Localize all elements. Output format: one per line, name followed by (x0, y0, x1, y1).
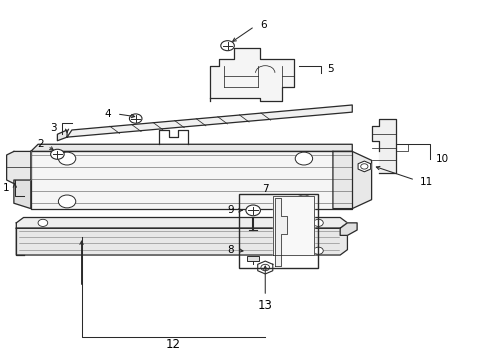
Polygon shape (209, 48, 294, 102)
Polygon shape (257, 261, 272, 274)
Text: 12: 12 (165, 338, 181, 351)
Text: 6: 6 (260, 19, 266, 30)
Circle shape (129, 114, 142, 123)
Text: 4: 4 (104, 109, 111, 119)
Polygon shape (274, 198, 286, 266)
Circle shape (313, 219, 323, 226)
Circle shape (295, 152, 312, 165)
Text: 7: 7 (262, 184, 268, 194)
Text: 10: 10 (435, 154, 448, 163)
Polygon shape (16, 217, 346, 228)
Polygon shape (57, 130, 67, 141)
Circle shape (51, 149, 64, 159)
Polygon shape (31, 152, 351, 208)
Circle shape (58, 195, 76, 208)
Circle shape (58, 152, 76, 165)
Polygon shape (332, 152, 371, 208)
Polygon shape (7, 152, 31, 184)
Text: 13: 13 (257, 298, 272, 311)
Polygon shape (31, 144, 351, 152)
Text: 3: 3 (50, 123, 56, 133)
Polygon shape (16, 223, 346, 255)
Circle shape (313, 247, 323, 254)
Text: 8: 8 (227, 246, 233, 255)
Circle shape (245, 205, 260, 216)
Polygon shape (340, 223, 356, 235)
Polygon shape (371, 119, 395, 173)
Text: 9: 9 (227, 205, 233, 215)
Bar (246, 256, 259, 261)
Bar (238, 194, 318, 267)
Circle shape (220, 41, 234, 51)
Text: 5: 5 (326, 64, 333, 74)
Polygon shape (67, 105, 351, 137)
Circle shape (38, 219, 48, 226)
Circle shape (295, 195, 312, 208)
Text: 2: 2 (37, 139, 44, 149)
Text: 1: 1 (2, 183, 9, 193)
Text: 11: 11 (419, 177, 432, 187)
Polygon shape (272, 196, 313, 255)
Polygon shape (14, 152, 31, 208)
Polygon shape (357, 161, 370, 172)
